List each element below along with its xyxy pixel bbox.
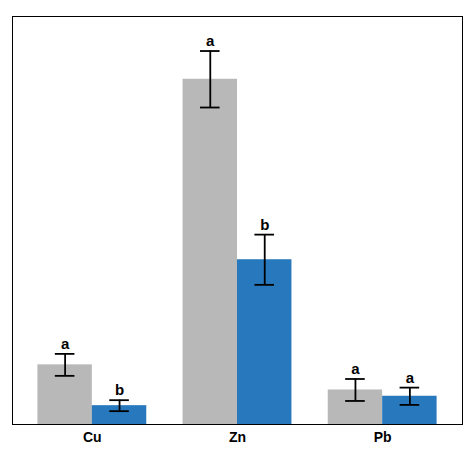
svg-text:a: a [351, 360, 360, 377]
svg-text:Pb: Pb [374, 429, 392, 445]
svg-text:a: a [406, 369, 415, 386]
svg-text:a: a [61, 335, 70, 352]
svg-text:b: b [115, 381, 124, 398]
svg-text:Zn: Zn [229, 429, 246, 445]
svg-text:b: b [260, 216, 269, 233]
svg-text:Cu: Cu [83, 429, 102, 445]
svg-text:a: a [206, 32, 215, 49]
